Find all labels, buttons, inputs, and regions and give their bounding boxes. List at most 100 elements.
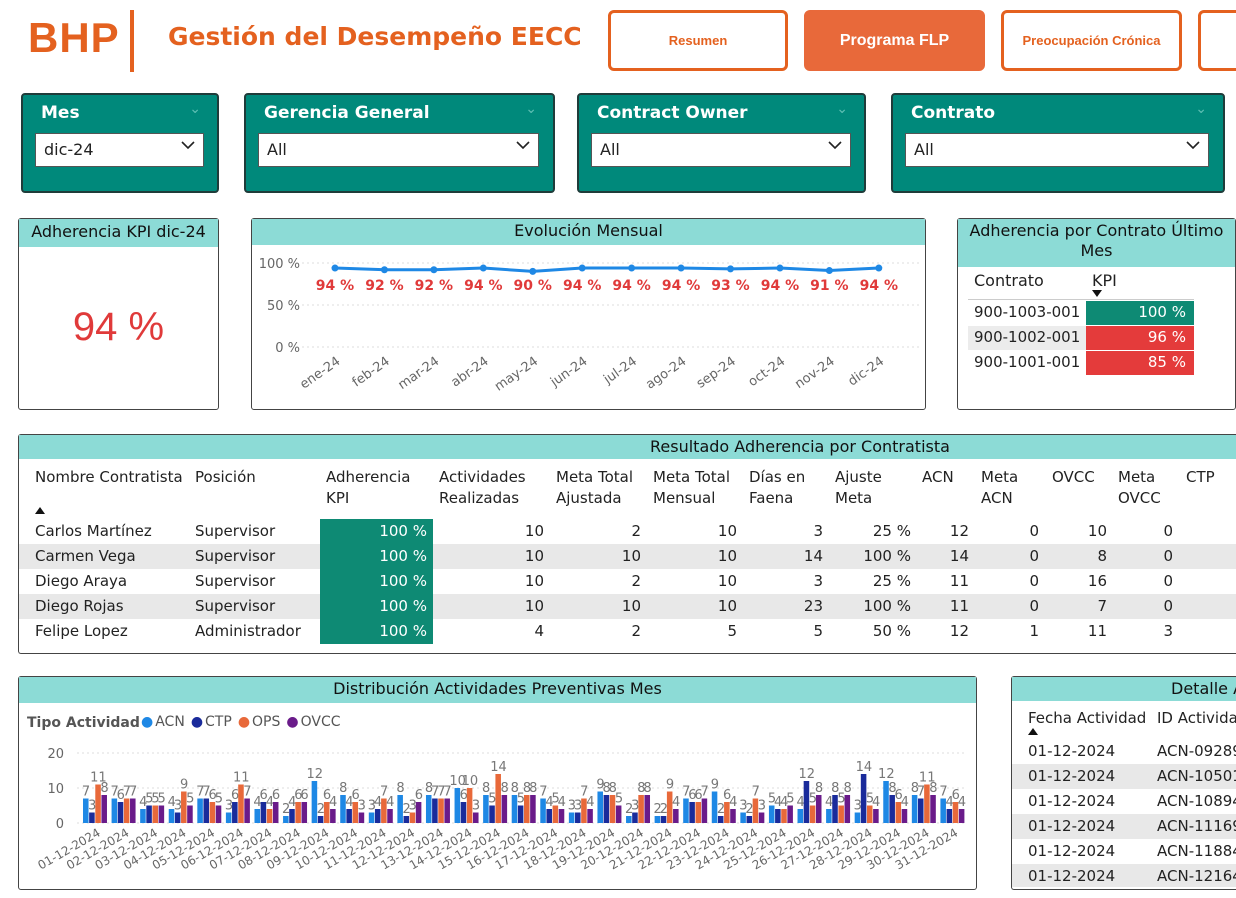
bar-ctp[interactable] <box>260 802 267 823</box>
line-point[interactable] <box>331 264 339 272</box>
bar-ovcc[interactable] <box>330 809 336 823</box>
table-row[interactable]: 01-12-2024 ACN-11884 <box>1012 839 1236 864</box>
bar-ops[interactable] <box>181 791 187 824</box>
bar-ops[interactable] <box>638 795 644 823</box>
bar-ops[interactable] <box>552 805 559 824</box>
col-header-meta-ovcc[interactable]: Meta OVCC <box>1118 468 1161 507</box>
bar-ops[interactable] <box>609 795 616 823</box>
bar-acn[interactable] <box>826 809 832 823</box>
line-point[interactable] <box>726 265 734 273</box>
bar-ovcc[interactable] <box>673 809 679 823</box>
bar-acn[interactable] <box>483 795 489 823</box>
bar-ops[interactable] <box>209 802 216 823</box>
bar-ops[interactable] <box>924 784 930 824</box>
bar-acn[interactable] <box>940 798 946 824</box>
bar-acn[interactable] <box>597 791 603 824</box>
filter-owner-dropdown[interactable]: All <box>591 133 851 167</box>
col-header-meta-acn[interactable]: Meta ACN <box>981 468 1019 507</box>
col-header-actividades[interactable]: Actividades Realizadas <box>439 468 526 507</box>
bar-ops[interactable] <box>752 798 759 824</box>
bar-acn[interactable] <box>568 812 575 824</box>
bar-ovcc[interactable] <box>130 798 136 824</box>
bar-acn[interactable] <box>168 809 175 823</box>
bar-ops[interactable] <box>152 805 158 824</box>
bar-ovcc[interactable] <box>215 805 222 824</box>
bar-ovcc[interactable] <box>387 809 393 823</box>
legend-item-ovcc[interactable]: ● OVCC <box>286 714 340 730</box>
col-header-posicion[interactable]: Posición <box>195 468 256 486</box>
col-header-ajuste-meta[interactable]: Ajuste Meta <box>835 468 882 507</box>
col-header-ctp[interactable]: CTP <box>1186 468 1215 486</box>
bar-ovcc[interactable] <box>787 805 793 824</box>
bar-ctp[interactable] <box>317 816 324 823</box>
bar-ctp[interactable] <box>174 812 181 824</box>
bar-ops[interactable] <box>724 802 730 823</box>
line-point[interactable] <box>430 266 438 274</box>
line-point[interactable] <box>825 267 833 275</box>
nav-button-more[interactable] <box>1198 10 1236 71</box>
table-row[interactable]: 01-12-2024 ACN-12164 <box>1012 864 1236 887</box>
bar-ctp[interactable] <box>575 812 581 824</box>
bar-ctp[interactable] <box>860 774 867 823</box>
bar-acn[interactable] <box>425 795 432 823</box>
bar-ops[interactable] <box>866 805 873 824</box>
bar-ovcc[interactable] <box>615 805 622 824</box>
bar-acn[interactable] <box>768 805 775 824</box>
bar-ops[interactable] <box>323 802 330 823</box>
col-header-dias-faena[interactable]: Días en Faena <box>749 468 806 507</box>
bar-ctp[interactable] <box>146 805 152 824</box>
bar-ctp[interactable] <box>289 809 295 823</box>
bar-acn[interactable] <box>883 781 889 823</box>
bar-acn[interactable] <box>683 798 689 824</box>
bar-acn[interactable] <box>540 798 546 824</box>
bar-acn[interactable] <box>511 795 518 823</box>
table-row[interactable]: 01-12-2024 ACN-11169 <box>1012 814 1236 839</box>
col-header-nombre[interactable]: Nombre Contratista <box>35 468 183 486</box>
bar-ops[interactable] <box>695 802 702 823</box>
bar-ovcc[interactable] <box>530 795 536 823</box>
bar-ctp[interactable] <box>717 816 724 823</box>
bar-ovcc[interactable] <box>415 802 422 823</box>
bar-ovcc[interactable] <box>272 802 279 823</box>
bar-ctp[interactable] <box>746 816 753 823</box>
bar-ovcc[interactable] <box>501 795 508 823</box>
line-point[interactable] <box>380 266 388 274</box>
bar-ovcc[interactable] <box>158 805 165 824</box>
col-header-meta-mensual[interactable]: Meta Total Mensual <box>653 468 731 507</box>
bar-ovcc[interactable] <box>730 809 736 823</box>
bar-ops[interactable] <box>95 784 101 824</box>
bar-ctp[interactable] <box>489 805 495 824</box>
filter-contrato-dropdown[interactable]: All <box>905 133 1209 167</box>
bar-ovcc[interactable] <box>815 795 822 823</box>
bar-ops[interactable] <box>438 798 444 824</box>
bar-ops[interactable] <box>895 802 902 823</box>
bar-ovcc[interactable] <box>930 795 936 823</box>
bar-ovcc[interactable] <box>844 795 851 823</box>
line-point[interactable] <box>529 267 537 275</box>
table-row[interactable]: 01-12-2024 ACN-10894 <box>1012 789 1236 814</box>
bar-ops[interactable] <box>409 812 416 824</box>
bar-ops[interactable] <box>666 791 673 824</box>
nav-button-programa-flp[interactable]: Programa FLP <box>804 10 985 71</box>
bar-ops[interactable] <box>495 774 501 823</box>
col-header-acn[interactable]: ACN <box>922 468 954 486</box>
col-header-ovcc[interactable]: OVCC <box>1052 468 1095 486</box>
nav-button-resumen[interactable]: Resumen <box>608 10 788 71</box>
bar-ovcc[interactable] <box>758 812 765 824</box>
line-point[interactable] <box>578 264 586 272</box>
bar-ctp[interactable] <box>832 795 838 823</box>
collapse-chevron-icon[interactable]: ⌄ <box>189 101 201 117</box>
bar-acn[interactable] <box>254 809 261 823</box>
bar-ctp[interactable] <box>546 809 552 823</box>
bar-ctp[interactable] <box>660 816 667 823</box>
bar-acn[interactable] <box>311 781 318 823</box>
bar-ovcc[interactable] <box>301 802 308 823</box>
bar-ctp[interactable] <box>403 816 410 823</box>
table-row[interactable]: Carmen Vega Supervisor 100 % 10 10 10 14 100 % 1… <box>19 544 1236 569</box>
col-header-meta-ajustada[interactable]: Meta Total Ajustada <box>556 468 634 507</box>
bar-ovcc[interactable] <box>444 798 450 824</box>
bar-acn[interactable] <box>911 795 918 823</box>
filter-mes-dropdown[interactable]: dic-24 <box>35 133 204 167</box>
bar-ctp[interactable] <box>775 809 781 823</box>
contract-row[interactable]: 900-1003-001 100 % <box>968 301 1194 325</box>
